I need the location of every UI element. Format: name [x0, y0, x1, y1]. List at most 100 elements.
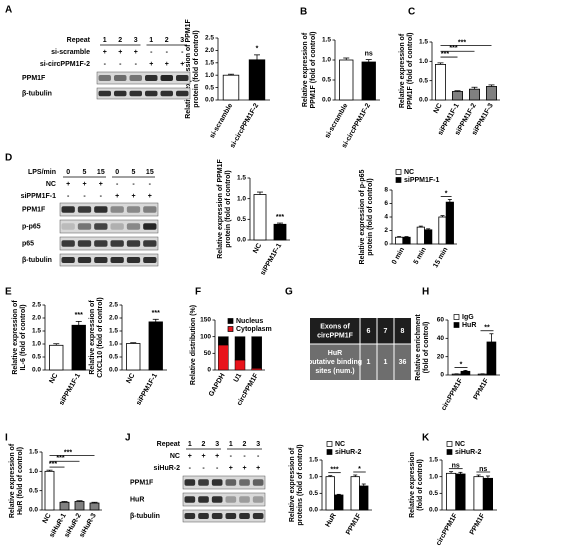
blot-band	[94, 240, 108, 247]
y-tick-label: 1.0	[32, 341, 41, 348]
bar	[445, 472, 457, 511]
blot-band	[211, 513, 223, 519]
y-axis-label: Relative expression of	[9, 443, 16, 518]
bar	[482, 477, 494, 511]
y-tick-label: 2.0	[32, 315, 41, 322]
table-header-cell: 7	[384, 328, 388, 335]
significance-label: **	[484, 325, 490, 332]
x-tick-label: NC	[252, 242, 263, 254]
legend-label: Nucleus	[236, 318, 263, 325]
band-label: PPM1F	[22, 75, 46, 82]
x-tick-label: si-scramble	[209, 102, 235, 139]
panel-letter: E	[5, 287, 12, 298]
y-tick-label: 1.5	[109, 328, 118, 335]
x-tick-label: siPPM1F-1	[135, 372, 159, 406]
condition-cell: +	[82, 181, 86, 188]
x-tick-label: U1	[233, 372, 244, 383]
table-header-label: circPPM1F	[317, 332, 354, 339]
condition-cell: -	[216, 465, 219, 472]
y-tick-label: 2.5	[205, 35, 214, 42]
y-tick-label: 1.5	[309, 457, 318, 464]
blot-band	[98, 75, 111, 81]
x-tick-label: si-circPPM1F-2	[229, 102, 260, 149]
y-tick-label: 0.5	[109, 354, 118, 361]
bar	[485, 86, 497, 101]
y-tick-label: 1.5	[205, 60, 214, 67]
x-tick-label: PPM1F	[469, 512, 487, 536]
x-tick-label: HuR	[325, 512, 338, 528]
condition-cell: 0	[115, 169, 119, 176]
y-axis-label: Relative expression of	[12, 300, 19, 375]
significance-label: *	[358, 466, 361, 473]
y-axis-label: Relative expression of p-p65	[359, 169, 366, 264]
condition-cell: 5	[83, 169, 87, 176]
y-tick-label: 0.5	[322, 77, 331, 84]
significance-label: ns	[365, 50, 373, 57]
legend-label: siHuR-2	[455, 449, 482, 456]
blot-band	[61, 257, 75, 263]
condition-cell: 3	[134, 37, 138, 44]
x-tick-label: NC	[433, 102, 444, 114]
y-tick-label: 1.5	[322, 37, 331, 44]
y-axis-label: PPM1F (fold of control)	[310, 32, 317, 109]
y-axis-label: Relative enrichment	[415, 314, 422, 381]
blot-band	[145, 90, 158, 97]
y-tick-label: 6	[384, 200, 388, 207]
y-tick-label: 0	[207, 367, 211, 374]
bar	[222, 74, 240, 101]
y-tick-label: 1.0	[237, 195, 246, 202]
table-header-cell: 6	[367, 328, 371, 335]
condition-cell: 1	[103, 37, 107, 44]
bar	[473, 476, 484, 511]
table-header-cell: 8	[401, 328, 405, 335]
condition-cell: 5	[132, 169, 136, 176]
blot-band	[61, 223, 75, 230]
bar	[49, 344, 64, 371]
legend-swatch	[227, 318, 234, 324]
significance-label: ns	[479, 466, 487, 473]
y-tick-label: 1.5	[429, 457, 438, 464]
band-label: p-p65	[22, 223, 41, 230]
y-axis-label: Relative expression of	[399, 33, 406, 108]
bar	[126, 343, 141, 371]
y-tick-label: 2.5	[109, 302, 118, 309]
panel-letter: J	[125, 433, 131, 444]
y-tick-label: 1.0	[419, 58, 428, 65]
y-axis-label: Relative expression of	[289, 447, 296, 522]
blot-band	[114, 75, 127, 81]
condition-cell: -	[135, 61, 138, 68]
legend-swatch	[446, 441, 453, 447]
panel-letter: B	[300, 7, 307, 18]
bar	[451, 91, 463, 101]
x-tick-label: 0 min	[391, 246, 406, 265]
condition-cell: -	[100, 193, 103, 200]
panel-letter: I	[5, 433, 8, 444]
blot-band	[110, 223, 124, 230]
blot-strip	[182, 475, 266, 490]
y-tick-label: 20	[437, 353, 445, 360]
blot-band	[77, 206, 92, 213]
condition-cell: -	[116, 181, 119, 188]
significance-label: *	[256, 46, 259, 53]
blot-band	[129, 90, 142, 97]
blot-band	[225, 513, 237, 519]
bar	[248, 59, 266, 101]
blot-band	[211, 496, 223, 503]
x-tick-label: 5 min	[413, 246, 428, 265]
y-axis-label: Relative distribution (%)	[190, 305, 197, 385]
legend-label: Cytoplasm	[236, 326, 272, 333]
bar	[468, 88, 480, 101]
y-tick-label: 4	[384, 214, 388, 221]
condition-cell: 2	[118, 37, 122, 44]
blot-band	[143, 223, 157, 230]
significance-label: *	[460, 361, 463, 368]
legend-swatch	[326, 441, 333, 447]
condition-cell: +	[134, 49, 138, 56]
condition-cell: 3	[180, 37, 184, 44]
y-tick-label: 0	[440, 372, 444, 379]
blot-band	[176, 90, 189, 97]
blot-band	[126, 240, 141, 247]
y-axis-label: Relative expression	[409, 452, 416, 518]
bar	[361, 61, 376, 101]
legend-label: IgG	[462, 314, 474, 321]
